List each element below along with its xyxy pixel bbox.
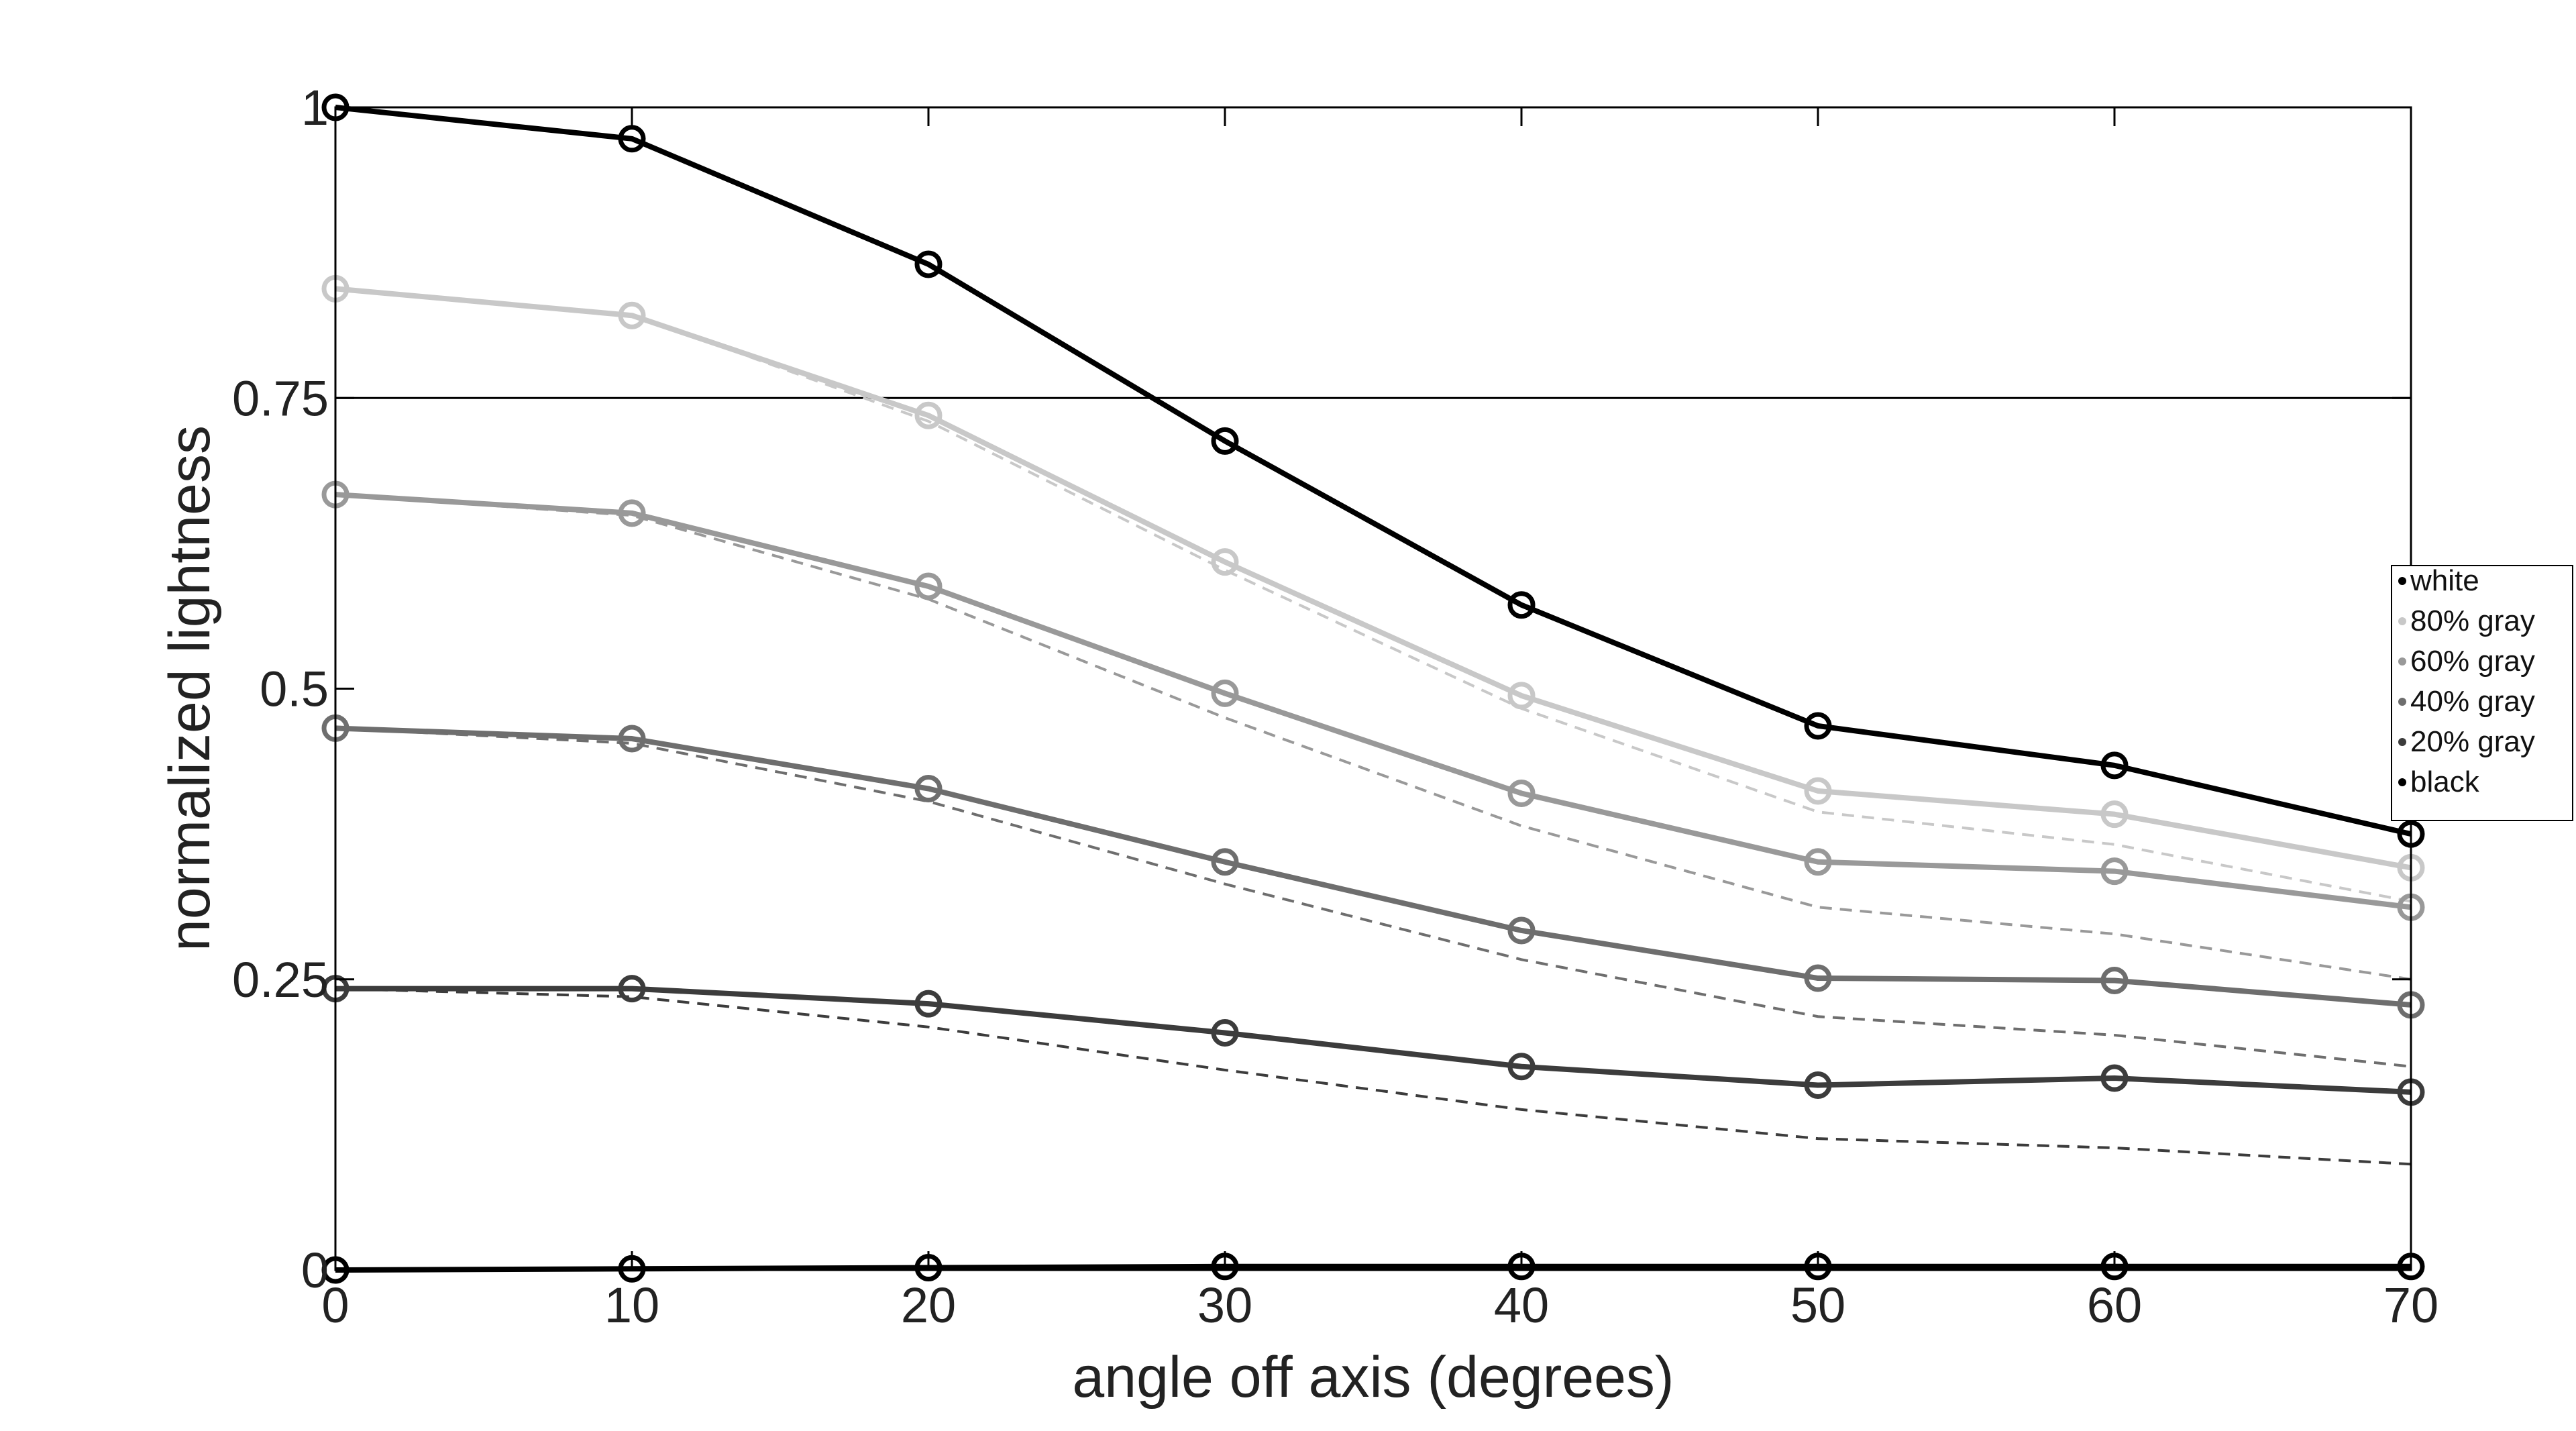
series-line [335, 286, 2412, 871]
data-point [914, 401, 943, 429]
legend-marker [2398, 778, 2406, 786]
data-point [1507, 1053, 1536, 1081]
y-tick-label: 0.25 [232, 952, 329, 1008]
series-line [335, 1263, 2411, 1273]
y-tick-label: 0 [301, 1242, 329, 1298]
y-tick-label: 0.5 [260, 661, 329, 717]
legend-entry: 40% gray [2410, 685, 2535, 718]
data-point [1804, 848, 1832, 876]
dashed-reference-line-4 [335, 987, 2412, 1166]
y-tick-label: 0.75 [232, 370, 329, 426]
dashed-reference-line-2 [335, 493, 2412, 981]
legend-marker [2398, 698, 2406, 706]
series-line [335, 492, 2412, 910]
legend-marker [2398, 738, 2406, 746]
x-tick-label: 0 [321, 1277, 349, 1333]
legend-entry: 80% gray [2410, 604, 2535, 637]
legend: white 80% gray 60% gray 40% gray 20% gray bla… [2391, 564, 2573, 821]
x-tick-label: 20 [901, 1277, 956, 1333]
data-point [1804, 712, 1832, 740]
series-white [321, 93, 2425, 848]
data-point [618, 499, 646, 527]
legend-entry: 60% gray [2410, 645, 2535, 678]
x-tick-label: 50 [1790, 1277, 1845, 1333]
data-point [2100, 966, 2129, 994]
legend-marker [2398, 617, 2406, 625]
series-line [335, 105, 2412, 837]
series-line [335, 725, 2412, 1008]
data-point [2100, 800, 2129, 829]
data-point [914, 775, 943, 803]
data-point [1507, 591, 1536, 619]
legend-entry: white [2410, 564, 2479, 597]
data-point [1507, 916, 1536, 945]
data-point [1211, 848, 1239, 876]
plot-background [335, 107, 2411, 1270]
data-point [1804, 1071, 1832, 1099]
legend-entry: 20% gray [2410, 725, 2535, 758]
data-point [914, 572, 943, 600]
legend-entry: black [2410, 765, 2480, 798]
x-tick-label: 40 [1494, 1277, 1549, 1333]
data-point [1211, 548, 1239, 576]
data-point [1507, 779, 1536, 807]
data-point [1211, 1018, 1239, 1047]
data-point [618, 975, 646, 1003]
x-tick-label: 30 [1197, 1277, 1252, 1333]
legend-marker [2398, 657, 2406, 666]
y-axis-title: normalized lightness [158, 425, 222, 951]
ticks-layer: 0 10 20 30 40 50 60 70 0 0.25 0.5 0.75 1 [232, 80, 2438, 1333]
legend-box [2391, 565, 2573, 821]
data-point [914, 990, 943, 1018]
data-point [1507, 682, 1536, 710]
data-point [1804, 777, 1832, 805]
data-point [2100, 1064, 2129, 1092]
data-point [618, 301, 646, 329]
x-tick-label: 10 [604, 1277, 659, 1333]
data-point [618, 725, 646, 753]
data-point [2100, 857, 2129, 886]
series-20-gray [321, 975, 2425, 1106]
series-layer [321, 93, 2425, 1284]
data-point [618, 125, 646, 153]
data-point [1211, 679, 1239, 707]
series-line [335, 986, 2412, 1095]
x-axis-title: angle off axis (degrees) [1072, 1345, 1674, 1410]
data-point [914, 250, 943, 278]
dashed-reference-line-3 [335, 727, 2412, 1068]
x-tick-label: 70 [2383, 1277, 2438, 1333]
legend-marker [2398, 577, 2406, 585]
data-point [1804, 964, 1832, 992]
data-point [1211, 427, 1239, 455]
y-tick-label: 1 [301, 80, 329, 136]
data-point [2100, 751, 2129, 780]
x-tick-label: 60 [2087, 1277, 2142, 1333]
